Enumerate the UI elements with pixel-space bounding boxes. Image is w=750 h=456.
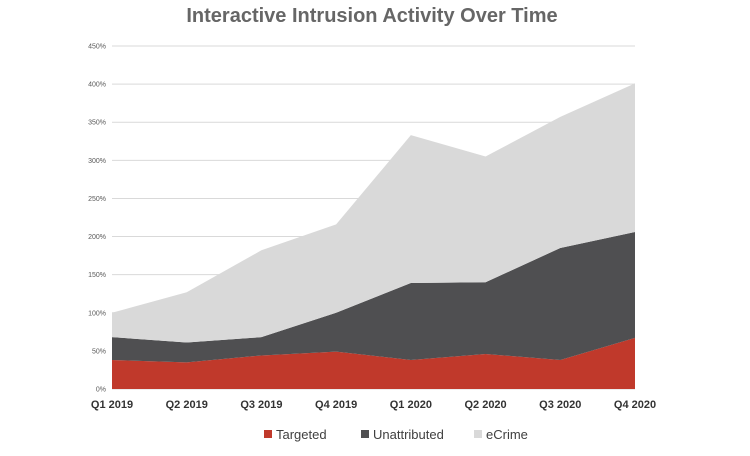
x-tick-label: Q3 2020: [539, 399, 581, 411]
x-tick-label: Q1 2020: [390, 399, 432, 411]
y-tick-label: 50%: [92, 348, 106, 355]
area-ecrime: [112, 83, 635, 343]
area-targeted: [112, 337, 635, 389]
x-tick-label: Q3 2019: [240, 399, 282, 411]
area-unattributed: [112, 231, 635, 363]
chart-title: Interactive Intrusion Activity Over Time: [186, 5, 557, 27]
y-tick-label: 100%: [88, 310, 106, 317]
y-tick-label: 300%: [88, 158, 106, 165]
x-axis: Q1 2019 Q2 2019 Q3 2019 Q4 2019 Q1 2020 Q2 20…: [91, 399, 656, 411]
legend-label: Targeted: [276, 427, 327, 442]
x-tick-label: Q2 2019: [166, 399, 208, 411]
y-tick-label: 0%: [96, 387, 106, 394]
y-tick-label: 400%: [88, 82, 106, 89]
plot-areas: [112, 83, 635, 389]
y-tick-label: 200%: [88, 234, 106, 241]
y-tick-label: 250%: [88, 196, 106, 203]
legend: Targeted Unattributed eCrime: [264, 427, 528, 442]
legend-swatch: [361, 430, 369, 438]
y-axis: 0% 50% 100% 150% 200% 250% 300% 350% 400% 450%: [88, 44, 106, 394]
legend-swatch: [474, 430, 482, 438]
legend-label: Unattributed: [373, 427, 444, 442]
legend-label: eCrime: [486, 427, 528, 442]
x-tick-label: Q1 2019: [91, 399, 133, 411]
x-tick-label: Q4 2020: [614, 399, 656, 411]
y-tick-label: 150%: [88, 272, 106, 279]
x-tick-label: Q4 2019: [315, 399, 357, 411]
y-tick-label: 450%: [88, 44, 106, 51]
legend-swatch: [264, 430, 272, 438]
x-tick-label: Q2 2020: [464, 399, 506, 411]
y-tick-label: 350%: [88, 120, 106, 127]
